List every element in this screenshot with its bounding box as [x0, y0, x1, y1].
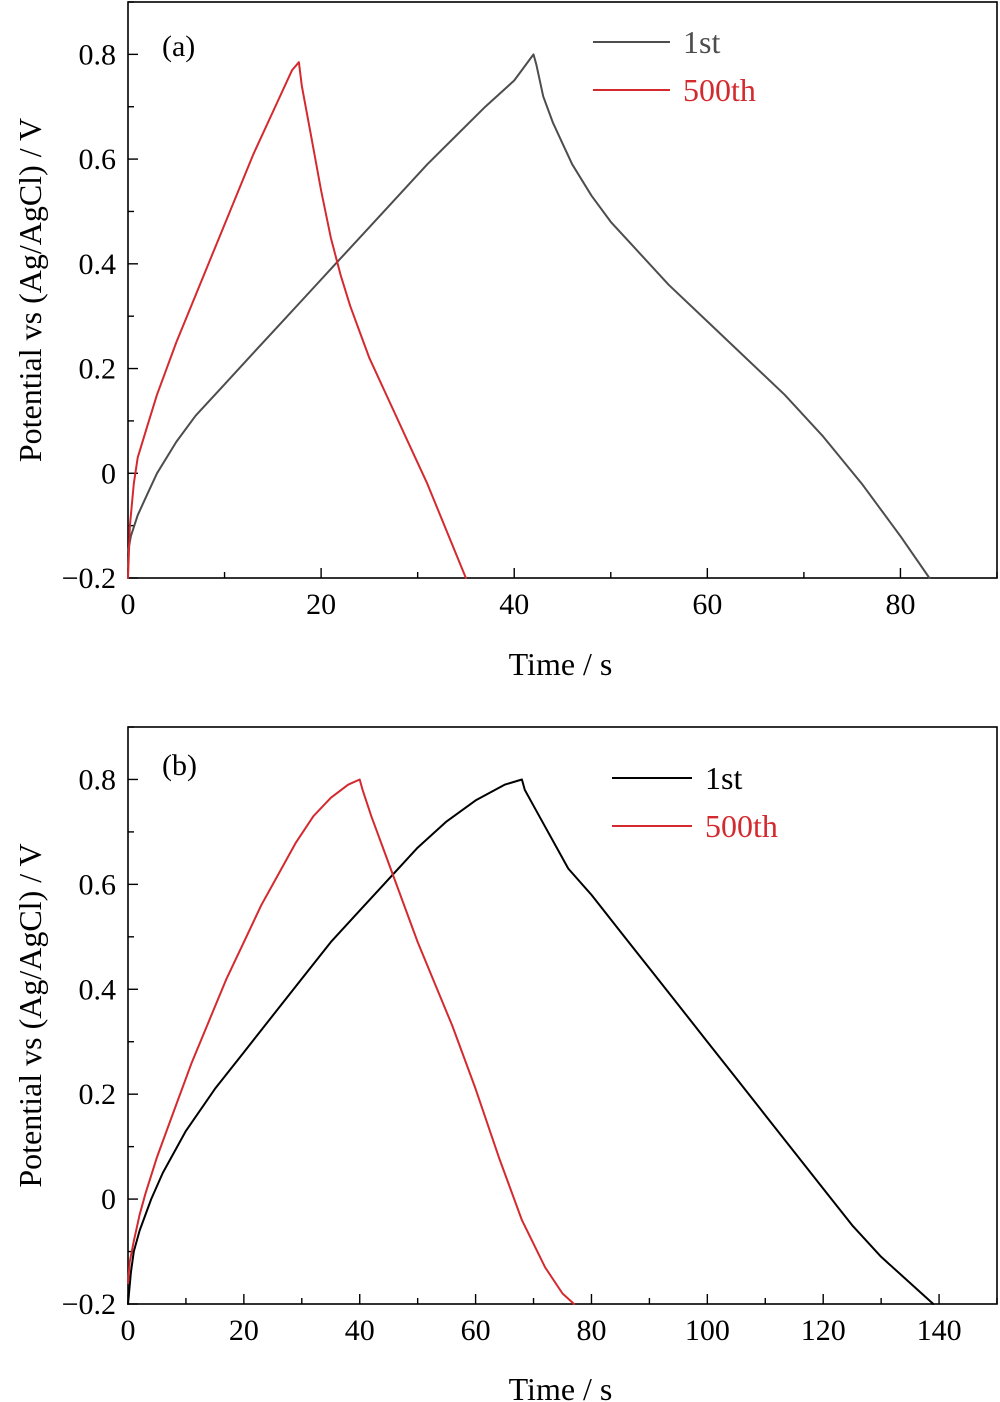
panel-a-axes-frame — [127, 1, 998, 579]
panel-b-x-tick-label: 20 — [229, 1314, 259, 1347]
panel-a-series-line-first — [127, 53, 931, 579]
panel-b-y-tick-label: 0.8 — [79, 763, 117, 796]
panel-b-series-line-first — [127, 778, 935, 1305]
panel-a-y-tick-label: 0 — [101, 457, 116, 490]
panel-a-x-tick-label: 40 — [499, 588, 529, 621]
panel-a-x-tick-label: 80 — [885, 588, 915, 621]
panel-b-y-tick-label: 0.6 — [79, 868, 117, 901]
panel-a-series-line-second — [127, 61, 467, 579]
panel-b-legend-label: 500th — [705, 808, 778, 844]
panel-a-legend-label: 1st — [683, 24, 720, 60]
panel-b-y-tick-label: 0 — [101, 1183, 116, 1216]
panel-b-x-tick-label: 120 — [801, 1314, 846, 1347]
panel-a-y-axis-title: Potential vs (Ag/AgCl) / V — [12, 118, 48, 462]
panel-b-x-tick-label: 0 — [121, 1314, 136, 1347]
panel-b-y-tick-label: −0.2 — [62, 1288, 116, 1321]
panel-b-x-axis-title: Time / s — [509, 1371, 613, 1402]
panel-b-x-tick-label: 80 — [576, 1314, 606, 1347]
panel-a-y-tick-label: 0.6 — [79, 143, 117, 176]
panel-b-panel-label: (b) — [162, 749, 197, 782]
panel-a-x-tick-label: 0 — [121, 588, 136, 621]
panel-a-y-tick-label: 0.4 — [79, 248, 117, 281]
panel-a-x-axis-title: Time / s — [509, 646, 613, 682]
panel-a-y-tick-label: −0.2 — [62, 562, 116, 595]
panel-a-y-tick-label: 0.8 — [79, 38, 117, 71]
panel-a-panel-label: (a) — [162, 30, 195, 63]
panel-b-x-tick-label: 60 — [461, 1314, 491, 1347]
panel-b-series-line-second — [127, 778, 576, 1305]
panel-a-x-tick-label: 20 — [306, 588, 336, 621]
panel-b-y-tick-label: 0.4 — [79, 973, 117, 1006]
panel-b-x-tick-label: 100 — [685, 1314, 730, 1347]
panel-b-legend-label: 1st — [705, 760, 742, 796]
panel-b-axes-frame — [127, 726, 998, 1305]
panel-b-y-tick-label: 0.2 — [79, 1078, 117, 1111]
panel-a-y-tick-label: 0.2 — [79, 353, 117, 386]
panel-b-chart: 0 20 40 60 80 100 120 140−0.200.20.40.60.8Time … — [12, 726, 998, 1402]
panel-b-x-tick-label: 140 — [917, 1314, 962, 1347]
panel-b-y-axis-title: Potential vs (Ag/AgCl) / V — [12, 843, 48, 1187]
panel-a-legend-label: 500th — [683, 72, 756, 108]
panel-b-x-tick-label: 40 — [345, 1314, 375, 1347]
panel-a-x-tick-label: 60 — [692, 588, 722, 621]
